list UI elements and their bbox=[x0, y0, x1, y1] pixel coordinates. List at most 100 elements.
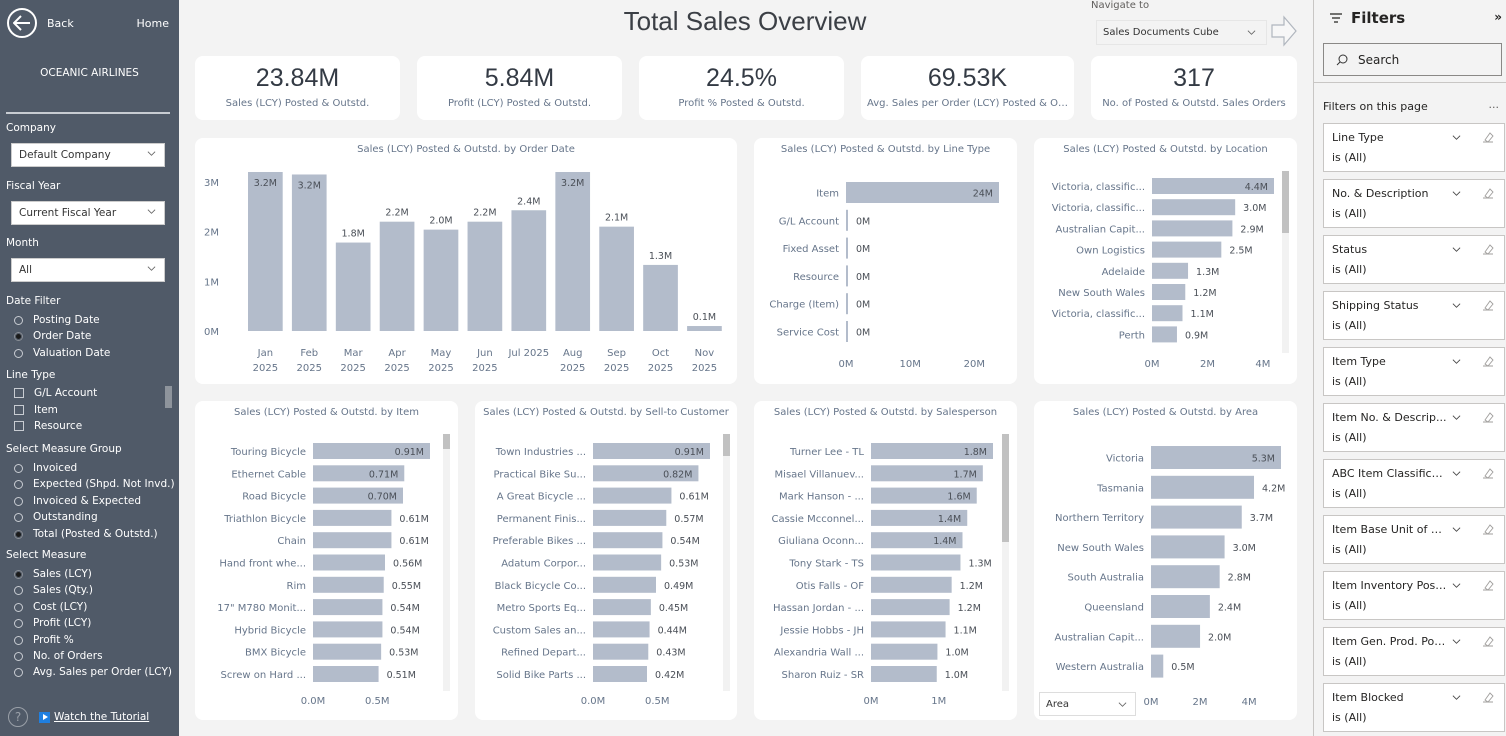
bar[interactable] bbox=[643, 264, 678, 331]
bar[interactable] bbox=[593, 465, 699, 482]
filters-search-input[interactable]: Search bbox=[1323, 43, 1502, 76]
scrollbar-thumb[interactable] bbox=[443, 434, 450, 449]
bar[interactable] bbox=[313, 509, 392, 526]
bar[interactable] bbox=[593, 443, 710, 459]
line-type-item[interactable]: Item bbox=[14, 403, 58, 417]
measure-avg-sales[interactable]: Avg. Sales per Order (LCY) bbox=[14, 665, 172, 679]
clear-filter-icon[interactable] bbox=[1482, 355, 1494, 367]
bar[interactable] bbox=[313, 599, 383, 616]
bar[interactable] bbox=[335, 242, 371, 331]
clear-filter-icon[interactable] bbox=[1482, 523, 1494, 535]
filter-card[interactable]: Status is (All) bbox=[1323, 235, 1505, 284]
chart-salesperson[interactable]: Sales (LCY) Posted & Outstd. by Salesper… bbox=[754, 401, 1017, 720]
bar[interactable] bbox=[313, 666, 379, 682]
bar[interactable] bbox=[871, 443, 993, 459]
line-type-scrollbar[interactable] bbox=[165, 386, 172, 408]
bar[interactable] bbox=[1151, 624, 1201, 648]
filter-card[interactable]: Shipping Status is (All) bbox=[1323, 291, 1505, 340]
bar[interactable] bbox=[871, 621, 946, 638]
clear-filter-icon[interactable] bbox=[1482, 299, 1494, 311]
bar[interactable] bbox=[1151, 475, 1255, 499]
chevron-down-icon[interactable] bbox=[1452, 301, 1461, 310]
filter-card[interactable]: Item Blocked is (All) bbox=[1323, 683, 1505, 732]
bar[interactable] bbox=[1152, 220, 1233, 237]
chevron-down-icon[interactable] bbox=[1452, 469, 1461, 478]
bar[interactable] bbox=[1152, 199, 1236, 216]
bar[interactable] bbox=[593, 487, 672, 504]
more-options-icon[interactable]: ... bbox=[1488, 98, 1500, 111]
bar[interactable] bbox=[871, 532, 963, 549]
measure-group-expected[interactable]: Expected (Shpd. Not Invd.) bbox=[14, 477, 175, 491]
clear-filter-icon[interactable] bbox=[1482, 187, 1494, 199]
bar[interactable] bbox=[593, 643, 649, 660]
date-filter-order-date[interactable]: Order Date bbox=[14, 329, 91, 343]
bar[interactable] bbox=[1152, 284, 1186, 300]
filter-card[interactable]: Item Type is (All) bbox=[1323, 347, 1505, 396]
measure-group-invoiced-expected[interactable]: Invoiced & Expected bbox=[14, 494, 141, 508]
navigate-arrow-icon[interactable] bbox=[1270, 14, 1298, 48]
measure-sales-qty[interactable]: Sales (Qty.) bbox=[14, 583, 93, 597]
chart-customer[interactable]: Sales (LCY) Posted & Outstd. by Sell-to … bbox=[475, 401, 737, 720]
filter-card[interactable]: ABC Item Classificati... is (All) bbox=[1323, 459, 1505, 508]
bar[interactable] bbox=[1152, 262, 1189, 279]
chevron-down-icon[interactable] bbox=[1452, 637, 1461, 646]
bar[interactable] bbox=[846, 321, 848, 342]
bar[interactable] bbox=[871, 554, 961, 571]
measure-profit-lcy[interactable]: Profit (LCY) bbox=[14, 616, 91, 630]
filter-card[interactable]: No. & Description is (All) bbox=[1323, 179, 1505, 228]
bar[interactable] bbox=[313, 576, 384, 593]
chart-item[interactable]: Sales (LCY) Posted & Outstd. by Item Tou… bbox=[195, 401, 458, 720]
bar[interactable] bbox=[593, 509, 667, 526]
chart-order-date[interactable]: Sales (LCY) Posted & Outstd. by Order Da… bbox=[195, 138, 737, 384]
filter-card[interactable]: Line Type is (All) bbox=[1323, 123, 1505, 172]
chart-area[interactable]: Sales (LCY) Posted & Outstd. by Area Vic… bbox=[1034, 401, 1297, 720]
bar[interactable] bbox=[687, 326, 722, 331]
clear-filter-icon[interactable] bbox=[1482, 131, 1494, 143]
bar[interactable] bbox=[846, 265, 848, 287]
bar[interactable] bbox=[313, 621, 383, 638]
bar[interactable] bbox=[379, 221, 415, 331]
measure-group-outstanding[interactable]: Outstanding bbox=[14, 510, 98, 524]
bar[interactable] bbox=[593, 599, 651, 616]
bar[interactable] bbox=[846, 182, 999, 203]
bar[interactable] bbox=[1151, 446, 1281, 469]
bar[interactable] bbox=[1152, 178, 1274, 194]
bar[interactable] bbox=[313, 643, 382, 660]
filter-card[interactable]: Item No. & Descrip... is (All) bbox=[1323, 403, 1505, 452]
area-field-dropdown[interactable]: Area bbox=[1039, 692, 1136, 716]
bar[interactable] bbox=[593, 554, 662, 571]
bar[interactable] bbox=[313, 532, 392, 549]
fiscal-year-dropdown[interactable]: Current Fiscal Year bbox=[11, 201, 165, 225]
customer-scrollbar[interactable] bbox=[723, 434, 730, 691]
scrollbar-thumb[interactable] bbox=[1282, 171, 1289, 233]
chevron-down-icon[interactable] bbox=[1452, 189, 1461, 198]
bar[interactable] bbox=[871, 487, 977, 504]
bar[interactable] bbox=[871, 666, 937, 682]
bar[interactable] bbox=[291, 174, 327, 331]
clear-filter-icon[interactable] bbox=[1482, 467, 1494, 479]
bar[interactable] bbox=[1151, 595, 1210, 618]
scrollbar-thumb[interactable] bbox=[723, 434, 730, 456]
clear-filter-icon[interactable] bbox=[1482, 691, 1494, 703]
bar[interactable] bbox=[313, 554, 385, 571]
measure-group-total[interactable]: Total (Posted & Outstd.) bbox=[14, 527, 158, 541]
bar[interactable] bbox=[313, 487, 403, 504]
bar[interactable] bbox=[1152, 305, 1183, 322]
bar[interactable] bbox=[593, 621, 650, 638]
clear-filter-icon[interactable] bbox=[1482, 635, 1494, 647]
location-scrollbar[interactable] bbox=[1282, 171, 1289, 353]
date-filter-valuation-date[interactable]: Valuation Date bbox=[14, 346, 110, 360]
bar[interactable] bbox=[846, 293, 848, 315]
clear-filter-icon[interactable] bbox=[1482, 579, 1494, 591]
bar[interactable] bbox=[555, 172, 591, 331]
bar[interactable] bbox=[1152, 326, 1177, 343]
chevron-down-icon[interactable] bbox=[1452, 357, 1461, 366]
chart-location[interactable]: Sales (LCY) Posted & Outstd. by Location… bbox=[1034, 138, 1297, 384]
bar[interactable] bbox=[1151, 535, 1225, 559]
chevron-down-icon[interactable] bbox=[1452, 413, 1461, 422]
collapse-filters-icon[interactable]: » bbox=[1494, 10, 1502, 24]
back-button[interactable]: Back bbox=[7, 8, 74, 38]
bar[interactable] bbox=[313, 443, 430, 459]
line-type-gl-account[interactable]: G/L Account bbox=[14, 386, 97, 400]
measure-profit-pct[interactable]: Profit % bbox=[14, 633, 74, 647]
